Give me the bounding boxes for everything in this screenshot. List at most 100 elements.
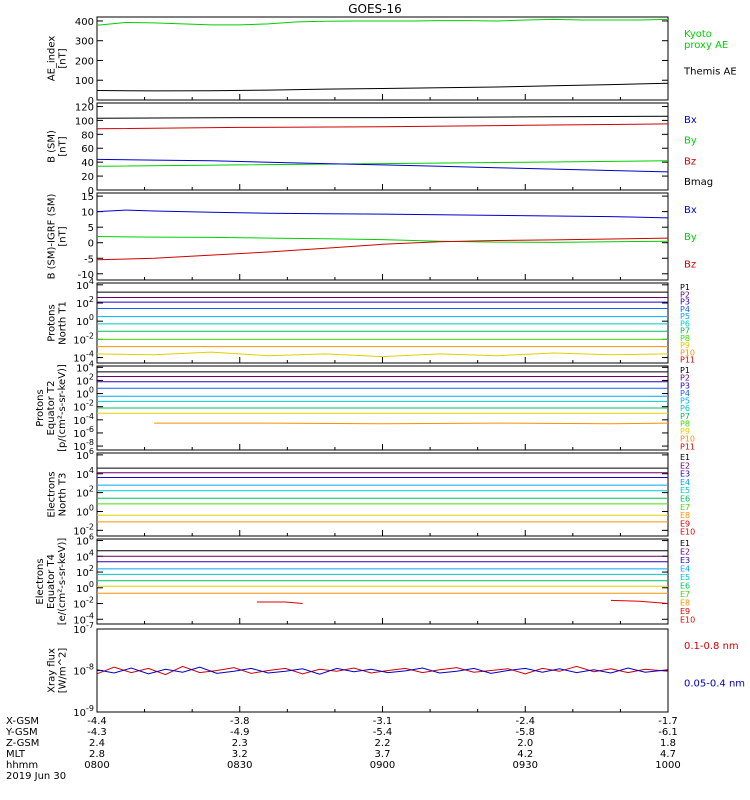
series-line-kyoto-proxy-ae <box>96 18 669 26</box>
series-line-e9 <box>256 601 303 604</box>
eph-value: 2.3 <box>232 738 248 749</box>
legend-entry: P8 <box>680 334 690 343</box>
panel-3: -10 -5 0 5 10 15 B (SM)-IGRF (SM) [nT] Bx By Bz <box>47 192 697 281</box>
y-tick-label: 102 <box>76 295 94 310</box>
legend-entry: P9 <box>680 427 690 436</box>
y-axis-label: North T3 <box>58 473 69 517</box>
legend-entry: P8 <box>680 419 690 428</box>
time-tick-label: 1000 <box>655 760 680 771</box>
y-axis-label: Equator T4 <box>46 554 57 609</box>
y-tick-label: 102 <box>76 372 94 387</box>
legend-entry: P5 <box>680 312 690 321</box>
y-tick-label: 100 <box>76 580 94 595</box>
y-tick-label: 10-2 <box>73 331 94 346</box>
y-tick-label: 10-2 <box>73 596 94 611</box>
legend-entry: E3 <box>680 470 690 479</box>
panel-frame <box>96 16 669 101</box>
legend-entry: P7 <box>680 327 690 336</box>
eph-value: 3.7 <box>375 749 391 760</box>
legend-entry: P5 <box>680 397 690 406</box>
legend-entry: proxy AE <box>684 40 728 51</box>
y-tick-label: 400 <box>75 17 94 28</box>
legend-entry: E10 <box>680 528 695 537</box>
y-tick-label: 10-4 <box>73 412 94 427</box>
panel-frame <box>96 192 669 281</box>
legend-entry: P9 <box>680 341 690 350</box>
y-axis-label: [nT] <box>58 226 69 246</box>
y-tick-label: 104 <box>76 277 94 292</box>
legend-entry: Bx <box>684 115 697 126</box>
series-line-p9 <box>96 351 669 358</box>
eph-value: 4.2 <box>517 749 533 760</box>
y-tick-label: 106 <box>76 533 94 548</box>
legend-entry: E6 <box>680 495 690 504</box>
panel-4: 10-4 10-2 100 102 104 Protons North T1 P1P2P3P4… <box>47 277 696 365</box>
y-tick-label: 20 <box>81 172 94 183</box>
legend-entry: By <box>684 232 697 243</box>
legend-entry: Bx <box>684 205 697 216</box>
y-tick-label: 120 <box>75 102 94 113</box>
panel-frame <box>96 538 669 625</box>
date-label: 2019 Jun 30 <box>6 771 66 782</box>
y-tick-label: 10-8 <box>73 663 94 678</box>
y-tick-label: 100 <box>76 503 94 518</box>
eph-value: -1.7 <box>658 716 678 727</box>
eph-value: 2.8 <box>89 749 105 760</box>
y-tick-label: 15 <box>81 192 94 203</box>
eph-value: 2.2 <box>375 738 391 749</box>
y-tick-label: -10 <box>78 270 94 281</box>
chart-title: GOES-16 <box>348 2 402 16</box>
series-line-e10 <box>610 599 669 604</box>
eph-value: -5.8 <box>515 727 535 738</box>
y-tick-label: 106 <box>76 447 94 462</box>
y-tick-label: 10-4 <box>73 350 94 365</box>
series-line-by <box>96 160 669 167</box>
legend-entry: By <box>684 136 697 147</box>
legend-entry: P4 <box>680 389 690 398</box>
eph-value: 4.7 <box>660 749 676 760</box>
y-axis-label: Electrons <box>35 558 46 604</box>
legend-entry: Kyoto <box>684 29 712 40</box>
legend-entry: P1 <box>680 283 690 292</box>
y-tick-label: 10-2 <box>73 399 94 414</box>
legend-entry: P3 <box>680 381 690 390</box>
legend-entry: P7 <box>680 412 690 421</box>
eph-value: 2.0 <box>517 738 533 749</box>
panel-frame <box>96 452 669 537</box>
series-line-bz <box>96 237 669 261</box>
y-tick-label: 104 <box>76 548 94 563</box>
legend-entry: P6 <box>680 319 690 328</box>
series-line-p9 <box>154 422 669 425</box>
eph-value: -4.9 <box>230 727 250 738</box>
legend-entry: E4 <box>680 478 690 487</box>
legend-entry: E5 <box>680 573 690 582</box>
legend-entry: E1 <box>680 539 690 548</box>
eph-value: 3.2 <box>232 749 248 760</box>
legend-entry: P2 <box>680 374 690 383</box>
y-tick-label: 0 <box>88 186 94 197</box>
panel-frame <box>96 628 669 713</box>
y-tick-label: 104 <box>76 466 94 481</box>
legend-entry: E1 <box>680 453 690 462</box>
y-tick-label: 100 <box>76 386 94 401</box>
y-tick-label: 102 <box>76 485 94 500</box>
legend-entry: E5 <box>680 486 690 495</box>
y-axis-label: [p/(cm²-s-sr-keV)] <box>57 364 68 452</box>
series-line-bx <box>96 158 669 173</box>
y-tick-label: 200 <box>75 56 94 67</box>
y-axis-label: [nT] <box>58 136 69 156</box>
legend-entry: E8 <box>680 599 690 608</box>
y-tick-label: 80 <box>81 130 94 141</box>
legend-entry: P10 <box>680 348 695 357</box>
time-tick-label: 0800 <box>84 760 109 771</box>
legend-entry: Bmag <box>684 177 713 188</box>
series-line-themis-ae <box>96 82 669 92</box>
legend-entry: E4 <box>680 565 690 574</box>
eph-value: -6.1 <box>658 727 678 738</box>
y-tick-label: 0 <box>88 96 94 107</box>
y-tick-label: 10-7 <box>73 621 94 636</box>
